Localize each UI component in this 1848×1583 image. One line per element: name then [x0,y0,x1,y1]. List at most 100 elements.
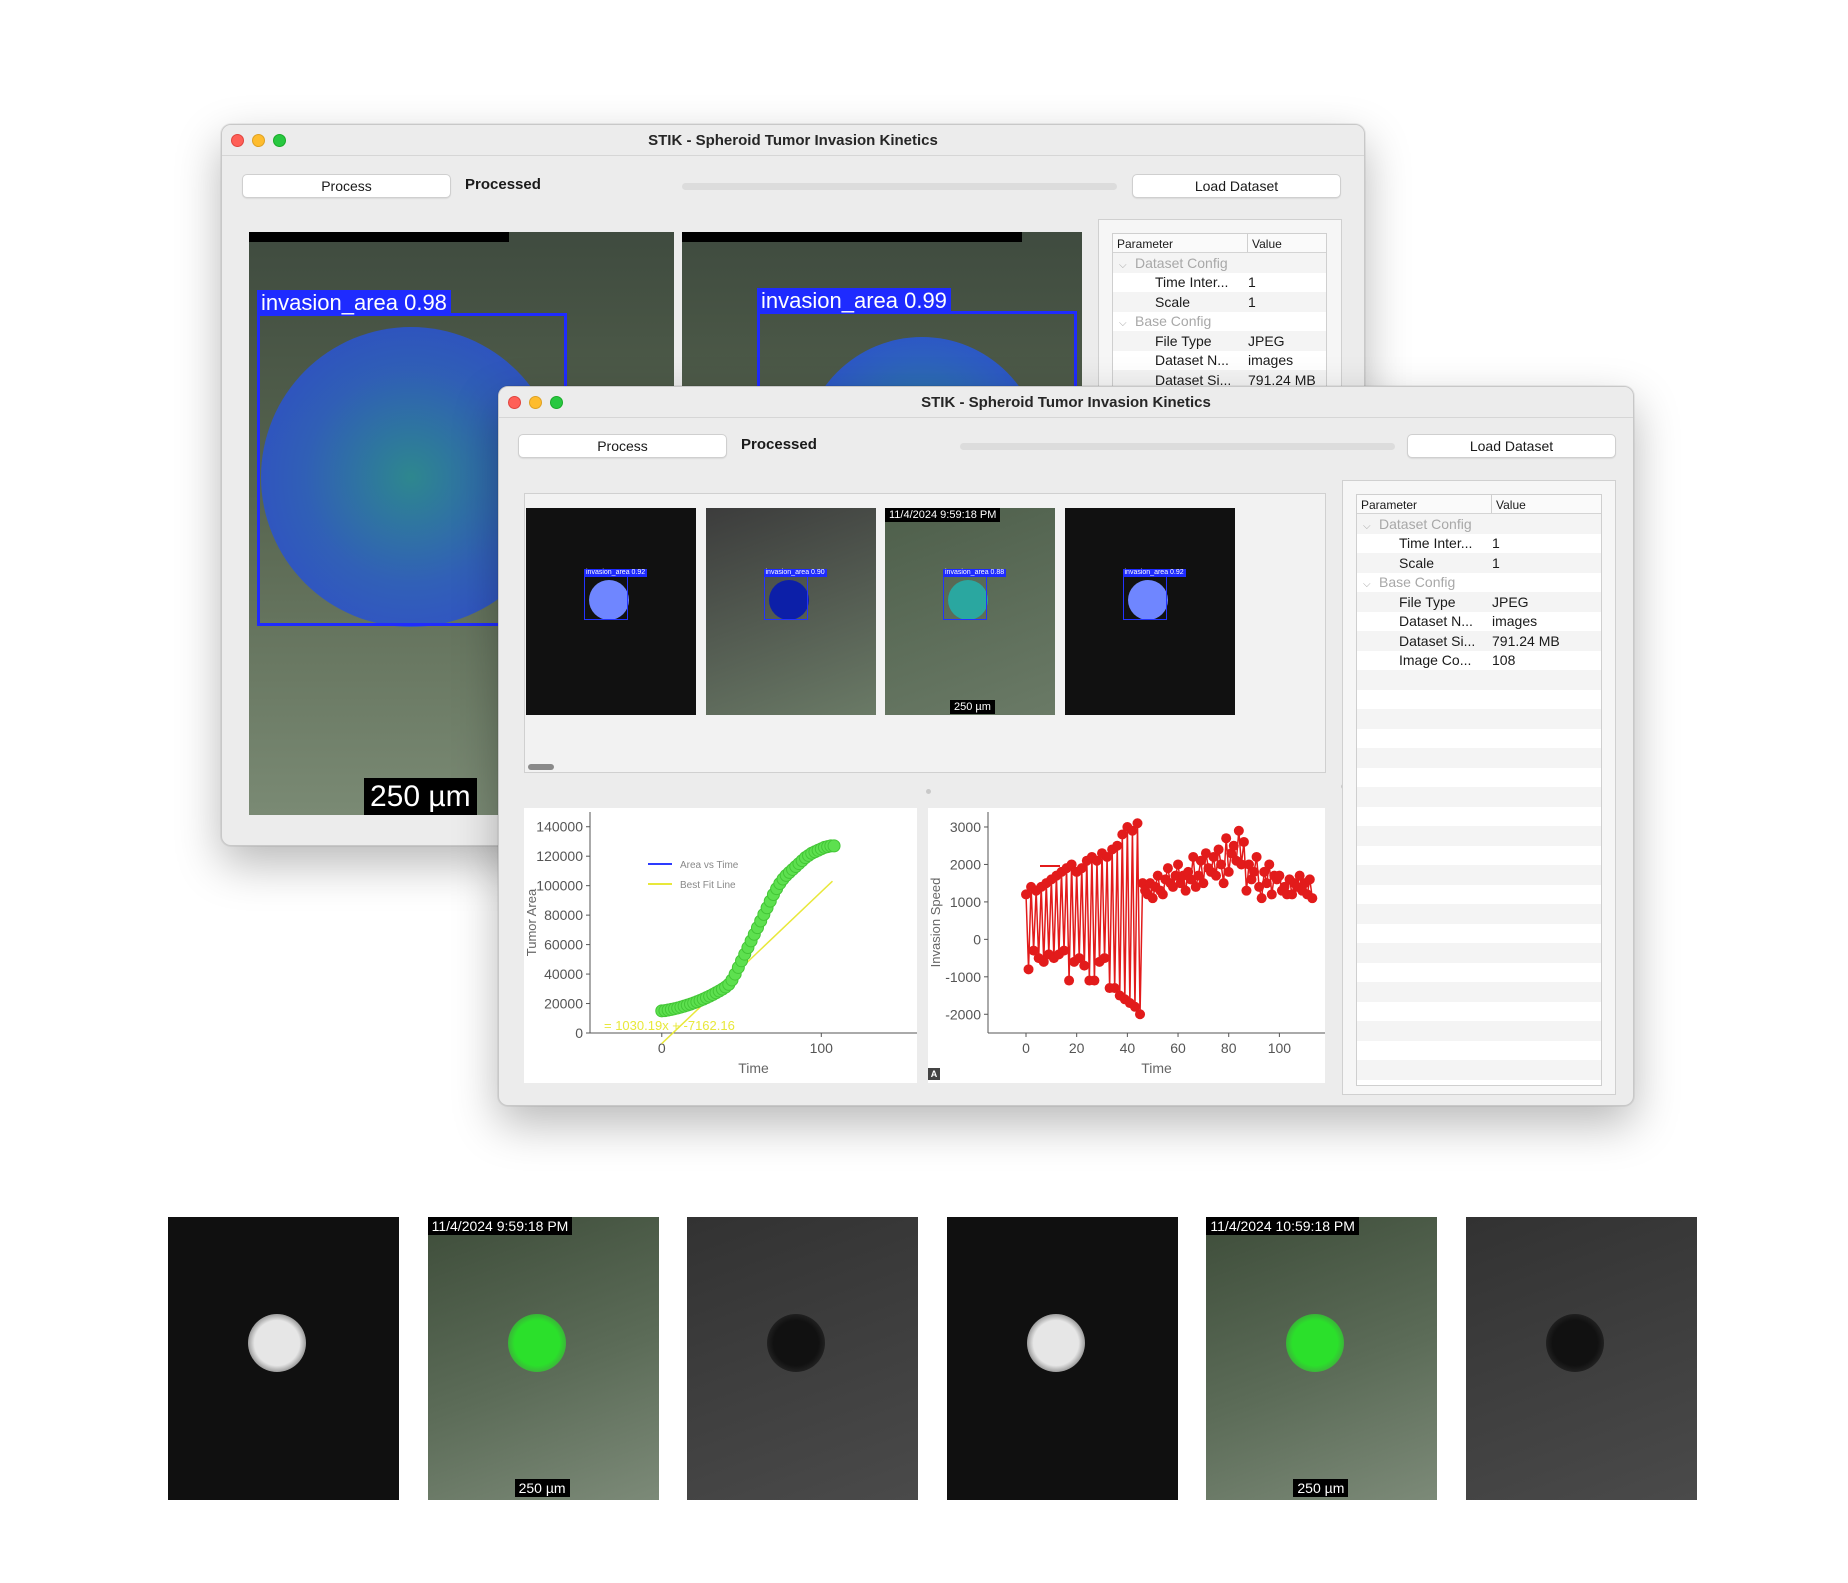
speed-chart-svg: -2000 -1000 0 1000 2000 3000 0 20 40 60 80 100 Time I… [928,812,1325,1076]
param-row[interactable]: Dataset Si... 791.24 MB [1357,631,1601,651]
progress-fill [960,443,1395,450]
minimize-button[interactable] [529,396,542,409]
gallery-thumbnail[interactable]: invasion_area 0.90 [705,508,876,715]
param-row[interactable]: Scale 1 [1357,553,1601,573]
zoom-button[interactable] [273,134,286,147]
chevron-down-icon[interactable]: ⌵ [1363,520,1371,532]
chevron-down-icon[interactable]: ⌵ [1363,579,1371,591]
speed-point [1243,859,1254,870]
empty-row [1357,982,1601,1002]
speed-point [1157,889,1168,900]
param-value: JPEG [1492,593,1529,610]
gallery-thumbnail[interactable]: invasion_area 0.88 11/4/2024 9:59:18 PM 25… [885,508,1055,715]
x-tick-label: 20 [1069,1040,1085,1056]
detection-label: invasion_area 0.92 [584,569,648,577]
param-row[interactable]: Dataset N... images [1113,351,1326,371]
x-tick-label: 60 [1170,1040,1186,1056]
timestamp-label: 11/4/2024 9:59:18 PM [885,508,1001,522]
detection-box [943,576,987,620]
speed-point [1079,960,1090,971]
empty-row [1357,1002,1601,1022]
speed-point [1274,870,1285,881]
param-key: Scale [1113,294,1248,310]
process-button[interactable]: Process [518,434,727,458]
load-dataset-button[interactable]: Load Dataset [1407,434,1616,458]
speed-point [1195,855,1206,866]
splitter-handle[interactable] [926,789,931,794]
param-value: JPEG [1248,332,1285,349]
param-row[interactable]: Dataset Si... 791.24 MB [1113,370,1326,390]
empty-row [1357,1060,1601,1080]
close-button[interactable] [231,134,244,147]
detection-box [1122,576,1167,620]
chevron-down-icon[interactable]: ⌵ [1119,318,1127,330]
gallery-thumbnail[interactable]: invasion_area 0.92 [526,508,696,715]
param-key: Dataset N... [1357,613,1492,629]
speed-point [1249,866,1260,877]
param-col-header: Parameter [1357,495,1492,513]
param-value: images [1492,613,1538,630]
spheroid-mask [589,580,629,620]
status-label: Processed [465,176,541,193]
speed-point [1089,975,1100,986]
autoscale-icon[interactable]: A [928,1068,940,1080]
speed-point [1216,859,1227,870]
gallery-thumbnail[interactable]: invasion_area 0.92 [1064,508,1235,715]
param-group-row[interactable]: ⌵ Base Config [1113,312,1326,332]
timestamp-label: 11/4/2024 10:59:18 PM [1206,1217,1359,1235]
area-point [827,839,841,853]
empty-row [1357,963,1601,983]
speed-point [1307,893,1318,904]
param-row[interactable]: Image Co... 108 [1357,651,1601,671]
param-value: 1 [1492,535,1500,552]
param-key: Scale [1357,555,1492,571]
param-group-row[interactable]: ⌵ Base Config [1357,573,1601,593]
speed-point [1223,866,1234,877]
minimize-button[interactable] [252,134,265,147]
front-window-controls [508,396,563,409]
close-button[interactable] [508,396,521,409]
status-label: Processed [741,436,817,453]
speed-point [1117,829,1128,840]
param-row[interactable]: Time Inter... 1 [1113,273,1326,293]
empty-row [1357,670,1601,690]
strip-image: 11/4/2024 10:59:18 PM 250 µm [1206,1217,1438,1500]
param-key: ⌵ Dataset Config [1113,255,1248,271]
param-key-text: Dataset N... [1399,613,1473,630]
process-button[interactable]: Process [242,174,451,198]
speed-point [1074,953,1085,964]
param-key: Dataset Si... [1113,372,1248,388]
empty-row [1357,826,1601,846]
gallery-scrollbar[interactable] [528,764,554,770]
strip-image [687,1217,919,1500]
chevron-down-icon[interactable]: ⌵ [1119,259,1127,271]
y-tick-label: 100000 [536,878,583,894]
legend-label-fit: Best Fit Line [680,880,736,891]
empty-row [1357,943,1601,963]
speed-point [1259,866,1270,877]
param-row[interactable]: File Type JPEG [1357,592,1601,612]
param-key-text: Base Config [1379,574,1456,591]
speed-point [1228,840,1239,851]
param-value: 791.24 MB [1248,371,1316,388]
speed-point [1213,844,1224,855]
empty-row [1357,904,1601,924]
load-dataset-button[interactable]: Load Dataset [1132,174,1341,198]
param-group-row[interactable]: ⌵ Dataset Config [1113,253,1326,273]
param-group-row[interactable]: ⌵ Dataset Config [1357,514,1601,534]
param-key: ⌵ Base Config [1113,313,1248,329]
speed-point [1287,889,1298,900]
param-key-text: Dataset Config [1379,515,1472,532]
x-tick-label: 0 [658,1040,666,1056]
param-key: ⌵ Dataset Config [1357,516,1492,532]
speed-point [1221,833,1232,844]
y-tick-label: 60000 [544,937,583,953]
param-row[interactable]: File Type JPEG [1113,331,1326,351]
detection-label: invasion_area 0.88 [943,569,1007,577]
front-param-pane: Parameter Value ⌵ Dataset Config Time Inte… [1342,480,1616,1095]
param-row[interactable]: Scale 1 [1113,292,1326,312]
zoom-button[interactable] [550,396,563,409]
x-axis-label: Time [1141,1060,1172,1076]
param-row[interactable]: Dataset N... images [1357,612,1601,632]
param-row[interactable]: Time Inter... 1 [1357,534,1601,554]
